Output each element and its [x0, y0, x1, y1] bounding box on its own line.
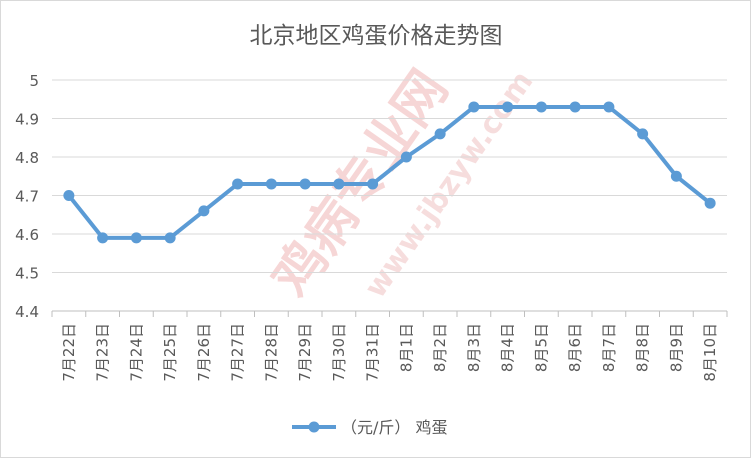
x-tick-label: 7月23日 [94, 323, 112, 382]
data-point [164, 232, 176, 244]
x-tick-label: 8月10日 [701, 323, 719, 382]
data-point [299, 178, 311, 190]
x-axis: 7月22日 7月23日 7月24日 7月25日 7月26日 7月27日 7月28日 7月29日… [51, 310, 728, 382]
data-point [367, 178, 379, 190]
legend: （元/斤） 鸡蛋 [292, 418, 447, 437]
x-tick-label: 8月7日 [600, 323, 618, 372]
data-point [130, 232, 142, 244]
legend-label: （元/斤） 鸡蛋 [341, 418, 447, 437]
data-point [97, 232, 109, 244]
y-axis-ticks: 4.4 4.5 4.6 4.7 4.8 4.9 5 [15, 72, 39, 321]
x-tick-label: 7月26日 [195, 323, 213, 382]
x-tick-label: 7月31日 [364, 323, 382, 382]
series-line [66, 104, 713, 240]
x-tick-label: 8月1日 [397, 323, 415, 372]
data-point [265, 178, 277, 190]
x-tick-label: 7月28日 [262, 323, 280, 382]
x-tick-label: 8月8日 [634, 323, 652, 372]
x-tick-label: 7月30日 [330, 323, 348, 382]
data-point [400, 151, 412, 163]
series-group [63, 101, 716, 244]
y-tick-label: 5 [29, 72, 39, 90]
x-tick-label: 7月27日 [229, 323, 247, 382]
data-point [502, 101, 514, 113]
data-point [333, 178, 345, 190]
y-tick-label: 4.5 [15, 265, 39, 283]
data-point [704, 197, 716, 209]
data-point [232, 178, 244, 190]
data-point [670, 170, 682, 182]
y-tick-label: 4.4 [15, 303, 39, 321]
x-tick-label: 8月5日 [532, 323, 550, 372]
x-tick-label: 7月29日 [296, 323, 314, 382]
data-point [637, 128, 649, 140]
y-tick-label: 4.8 [15, 149, 39, 167]
legend-swatch-marker [308, 421, 320, 433]
data-point [63, 190, 75, 201]
y-tick-label: 4.7 [15, 188, 39, 206]
y-tick-label: 4.6 [15, 226, 39, 244]
data-point [603, 101, 615, 113]
x-tick-label: 8月3日 [465, 323, 483, 372]
x-tick-label: 8月6日 [566, 323, 584, 372]
data-point [198, 205, 210, 217]
data-point [468, 101, 480, 113]
x-tick-label: 8月2日 [431, 323, 449, 372]
data-point [434, 128, 446, 140]
x-tick-label: 7月25日 [161, 323, 179, 382]
y-tick-label: 4.9 [15, 111, 39, 129]
x-tick-label: 8月9日 [667, 323, 685, 372]
x-tick-label: 7月24日 [127, 323, 145, 382]
data-point [569, 101, 581, 113]
x-tick-label: 7月22日 [60, 323, 78, 382]
x-tick-label: 8月4日 [499, 323, 517, 372]
data-point [535, 101, 547, 113]
chart-title: 北京地区鸡蛋价格走势图 [250, 23, 503, 49]
